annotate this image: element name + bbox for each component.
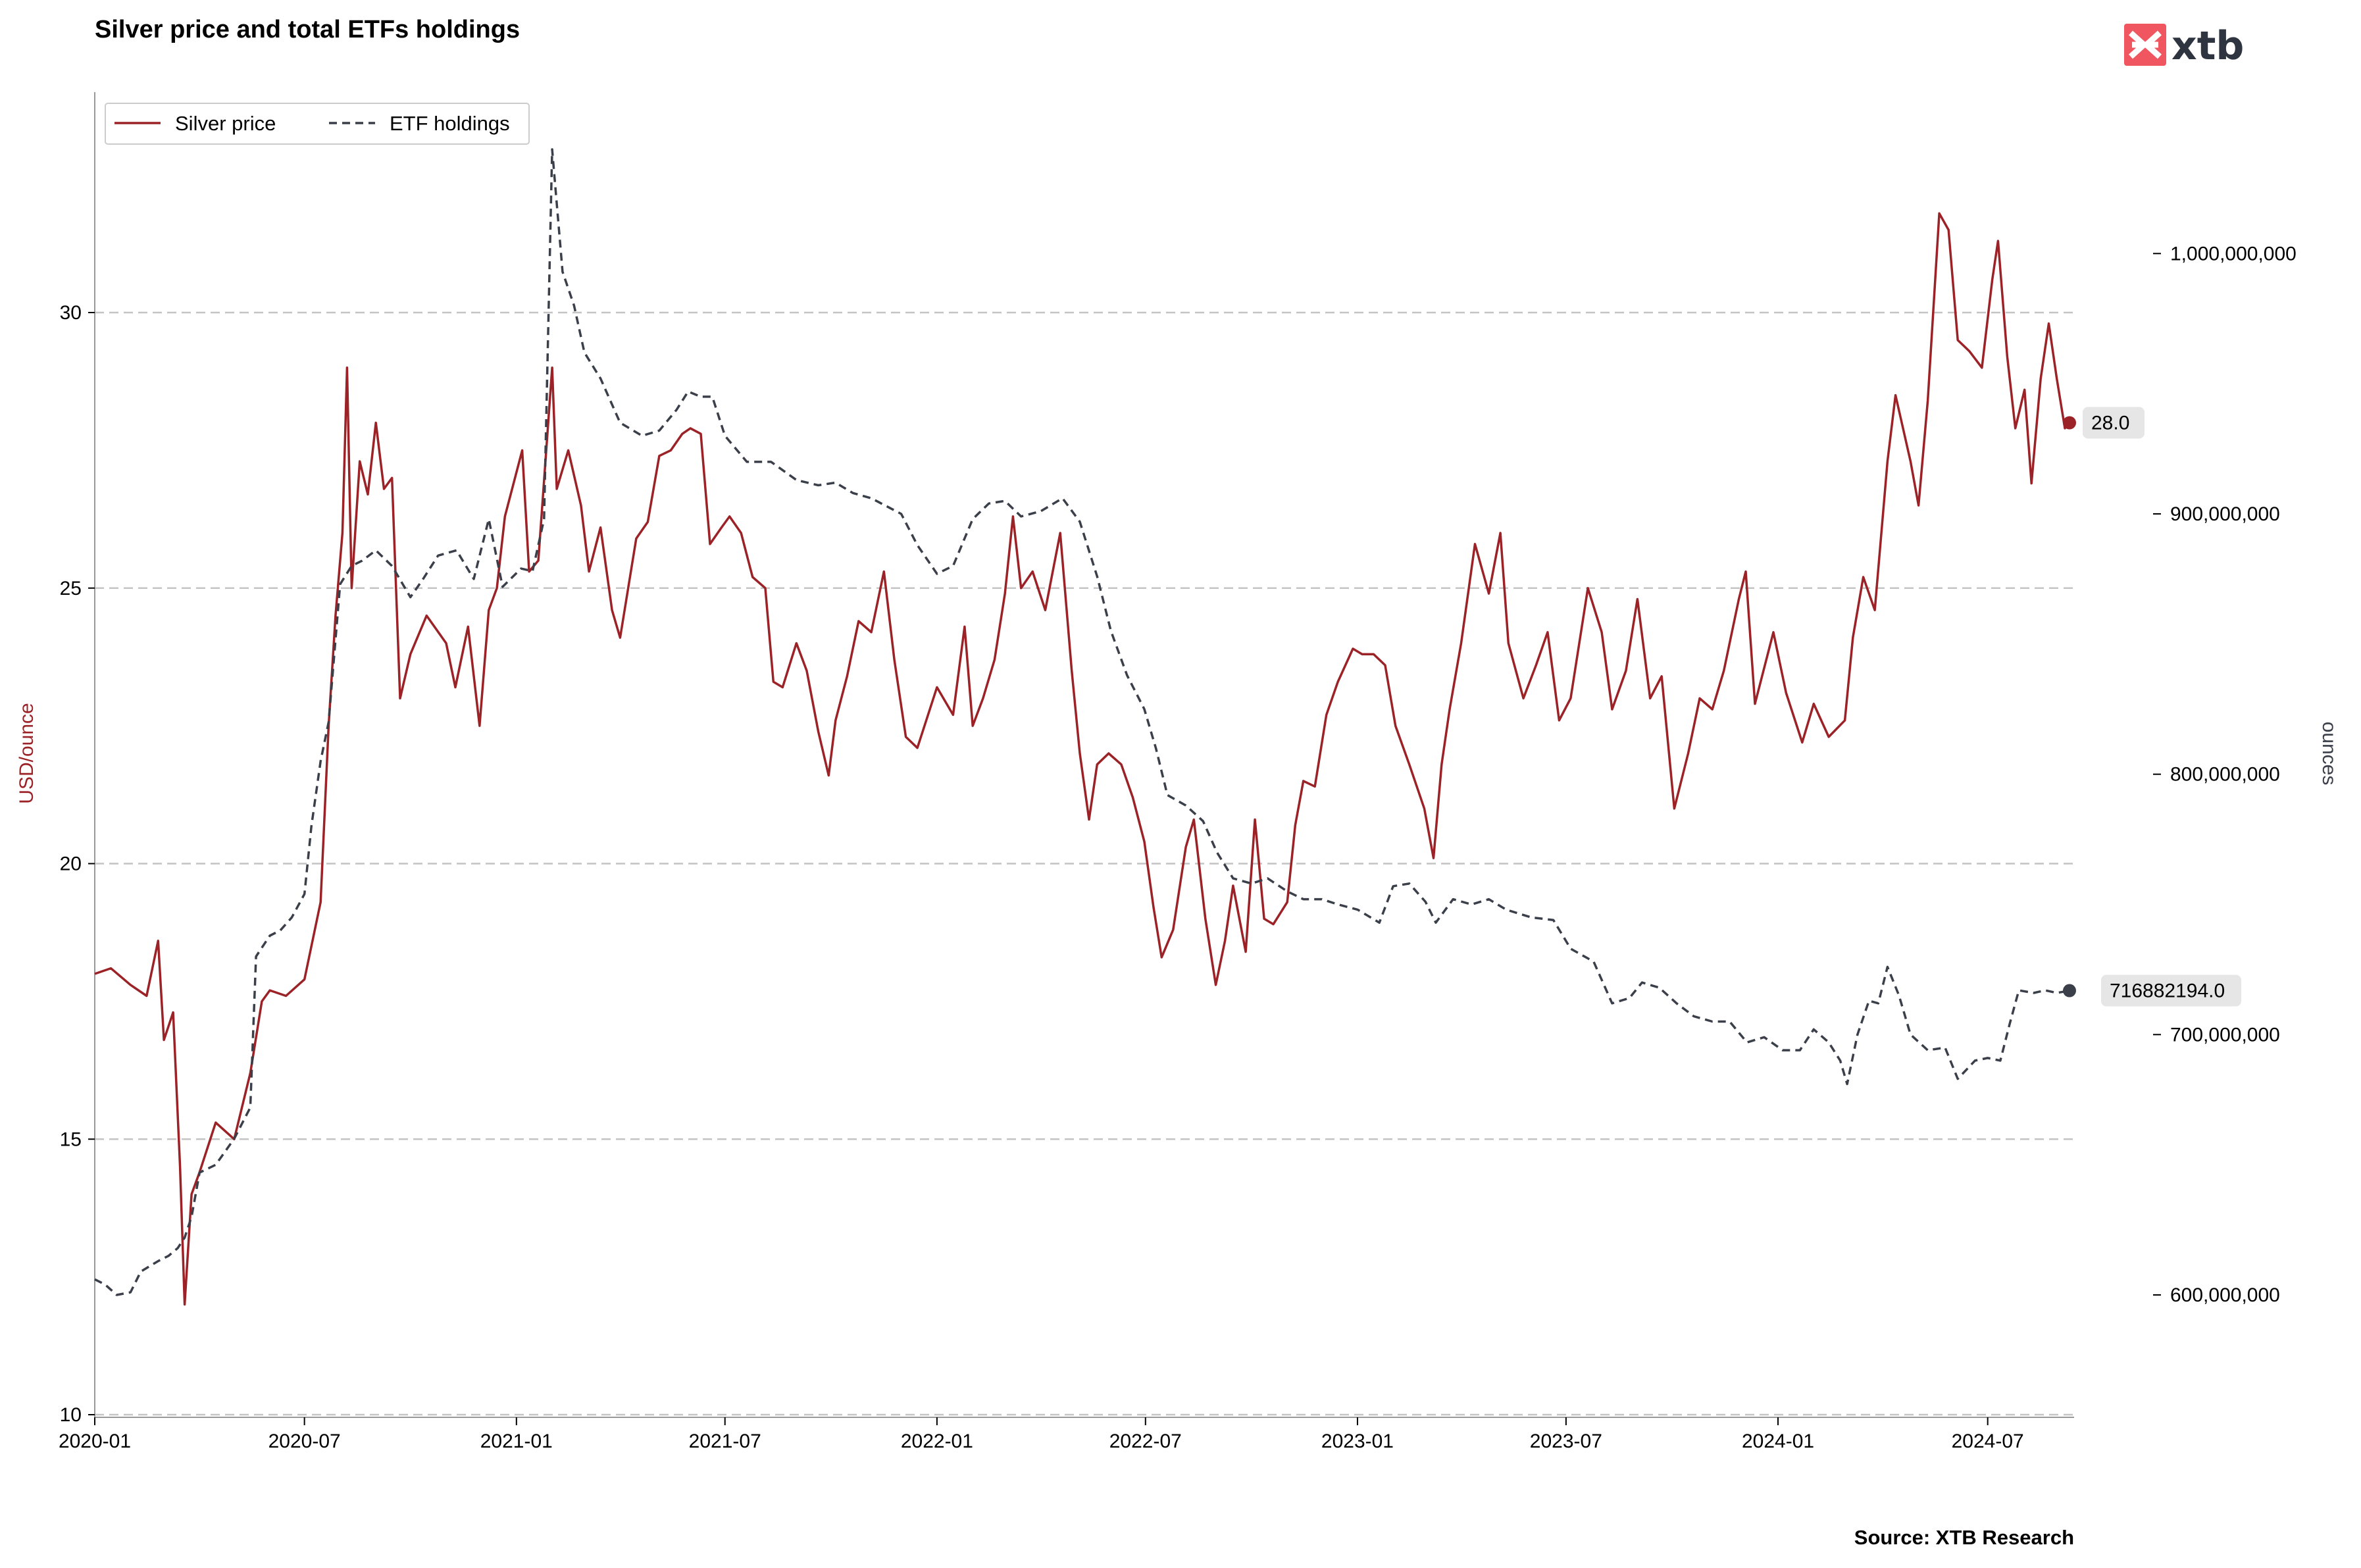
- silver-price-line: [94, 212, 2071, 1306]
- chart-title: Silver price and total ETFs holdings: [95, 16, 520, 43]
- x-tick-label: 2024-01: [1742, 1430, 1814, 1452]
- right-axis-label: ounces: [2318, 722, 2340, 786]
- left-tick-label: 20: [60, 853, 82, 875]
- silver-price-end-label: 28.0: [2091, 413, 2129, 434]
- legend-label-etf: ETF holdings: [390, 112, 510, 135]
- left-tick-label: 15: [60, 1128, 82, 1150]
- xtb-logo: xtb: [2124, 23, 2244, 69]
- left-tick-label: 10: [60, 1404, 82, 1426]
- etf-holdings-end-badge: [2100, 974, 2241, 1007]
- silver-price-end-badge: [2082, 407, 2145, 439]
- grid-lines: [95, 311, 2074, 1416]
- legend-box: [105, 103, 530, 145]
- source-note: Source: XTB Research: [1854, 1526, 2074, 1549]
- right-tick-label: 600,000,000: [2170, 1284, 2280, 1306]
- x-tick-label: 2022-01: [901, 1430, 973, 1452]
- silver-price-endpoint: [2062, 416, 2076, 430]
- left-tick-label: 25: [60, 578, 82, 599]
- x-tick-label: 2023-07: [1530, 1430, 1602, 1452]
- x-tick-label: 2020-07: [268, 1430, 341, 1452]
- x-tick-label: 2022-07: [1109, 1430, 1182, 1452]
- right-tick-label: 700,000,000: [2170, 1024, 2280, 1046]
- x-tick-label: 2021-01: [480, 1430, 553, 1452]
- x-tick-label: 2021-07: [689, 1430, 761, 1452]
- etf-holdings-line: [94, 148, 2070, 1296]
- right-tick-label: 1,000,000,000: [2170, 243, 2297, 265]
- x-tick-label: 2024-07: [1952, 1430, 2024, 1452]
- x-tick-label: 2020-01: [59, 1430, 131, 1452]
- series-layer: 28.0 716882194.0: [94, 148, 2241, 1306]
- legend-label-silver: Silver price: [175, 112, 276, 135]
- left-axis-label: USD/ounce: [16, 703, 38, 803]
- xtb-logo-mark: [2128, 30, 2162, 59]
- legend: Silver price ETF holdings: [105, 103, 530, 145]
- right-tick-label: 900,000,000: [2170, 503, 2280, 525]
- right-tick-label: 800,000,000: [2170, 764, 2280, 786]
- etf-holdings-endpoint: [2062, 984, 2076, 998]
- left-tick-label: 30: [60, 302, 82, 324]
- brand-name: xtb: [2171, 23, 2244, 69]
- axes: 10 15 20 25 30 600,000,000 700,000,000 800,000,…: [16, 92, 2340, 1452]
- x-tick-label: 2023-01: [1321, 1430, 1394, 1452]
- etf-holdings-end-label: 716882194.0: [2110, 980, 2225, 1002]
